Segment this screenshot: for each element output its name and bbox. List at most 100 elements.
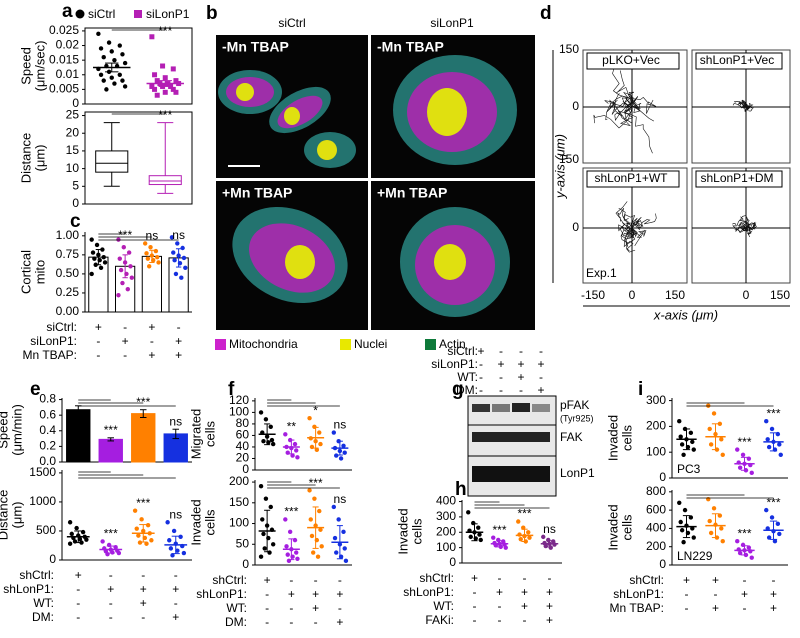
x-tick-label: 150 [770,288,790,302]
significance: ns [169,507,182,521]
data-point [269,437,275,443]
condition-sign: + [517,370,524,384]
data-point [737,550,743,556]
track [624,91,641,114]
data-point [170,86,176,92]
panel-letter: b [206,3,218,24]
band-label: pFAK [560,398,589,412]
y-tick-label: 0.00 [56,304,80,318]
y-tick-label: 15 [66,143,80,157]
data-point [89,237,94,242]
y-tick-label: 200 [646,419,666,433]
data-point [331,430,337,435]
nucleus [434,244,466,280]
data-point [707,518,712,524]
y-tick-label: 500 [36,523,56,537]
data-point [290,453,295,458]
condition-label: shCtrl: [629,573,664,587]
panel-letter: h [455,479,467,500]
significance: *** [118,228,132,242]
data-point [343,558,349,564]
y-tick-label: 0.50 [56,266,80,280]
data-point [294,550,299,555]
data-point [740,452,746,457]
condition-sign: + [107,582,114,596]
data-point [341,529,346,535]
y-tick-label: 10 [66,161,80,175]
data-point [476,525,481,530]
y-tick-label: 80 [236,416,250,430]
data-point [268,504,273,510]
condition-label: DM: [32,610,54,624]
data-point [769,515,775,520]
panel-letter: c [70,211,81,232]
y-tick-label: 300 [646,393,666,407]
condition-sign: + [477,344,484,358]
data-point [120,78,125,83]
condition-label: siCtrl: [447,344,478,358]
data-point [142,241,148,246]
significance: *** [104,527,118,541]
condition-label: shLonP1: [613,587,664,601]
data-point [116,550,122,556]
y-tick-label: 0 [449,555,456,569]
data-point [149,34,155,40]
data-point [527,535,532,540]
western-blot [467,395,557,497]
data-point [543,543,548,549]
data-point [261,531,266,537]
y-tick-label: 0 [242,462,249,476]
data-point [720,452,725,457]
band [472,466,550,482]
condition-sign: - [473,599,477,613]
data-point [295,455,300,460]
condition-label: siCtrl: [46,320,77,334]
y-tick-label: 0 [72,96,79,110]
track [606,95,633,113]
significance: *** [737,435,751,449]
data-point [749,470,754,476]
data-point [679,442,685,447]
y-tick-label: 0 [572,99,579,113]
y-tick-label: 200 [229,474,249,488]
legend-swatch [425,339,436,350]
condition-label: WT: [433,599,454,613]
nucleus [427,88,467,136]
track [732,222,747,233]
track [617,106,634,127]
significance: *** [158,24,172,38]
y-tick-label: 400 [436,494,456,508]
data-point [317,508,322,514]
data-point [165,520,170,525]
condition-label: Mn TBAP: [23,348,77,362]
y-tick-label: 5 [72,178,79,192]
data-point [172,257,177,263]
condition-sign: - [519,383,523,397]
data-point [270,542,276,547]
track [734,226,747,232]
data-point [552,542,557,547]
condition-sign: - [685,587,689,601]
condition-sign: - [76,596,80,610]
y-tick-label: 0 [49,552,56,566]
condition-sign: - [479,383,483,397]
y-tick-label: 0 [659,470,666,484]
data-point [173,271,179,277]
condition-sign: + [312,601,319,615]
column-label: siLonP1 [430,16,474,30]
condition-sign: + [148,320,155,334]
condition-sign: + [683,573,690,587]
data-point [341,443,346,449]
y-tick-label: 0 [72,196,79,210]
panel-letter: g [452,379,464,400]
condition-sign: - [498,613,502,627]
x-tick-label: 150 [665,288,685,302]
data-point [104,87,109,92]
data-point [154,78,160,84]
significance: *** [766,495,780,509]
track-label: pLKO+Vec [602,53,660,67]
track [616,70,641,109]
track [738,101,747,108]
data-point [334,453,339,458]
track-frame [691,167,791,284]
